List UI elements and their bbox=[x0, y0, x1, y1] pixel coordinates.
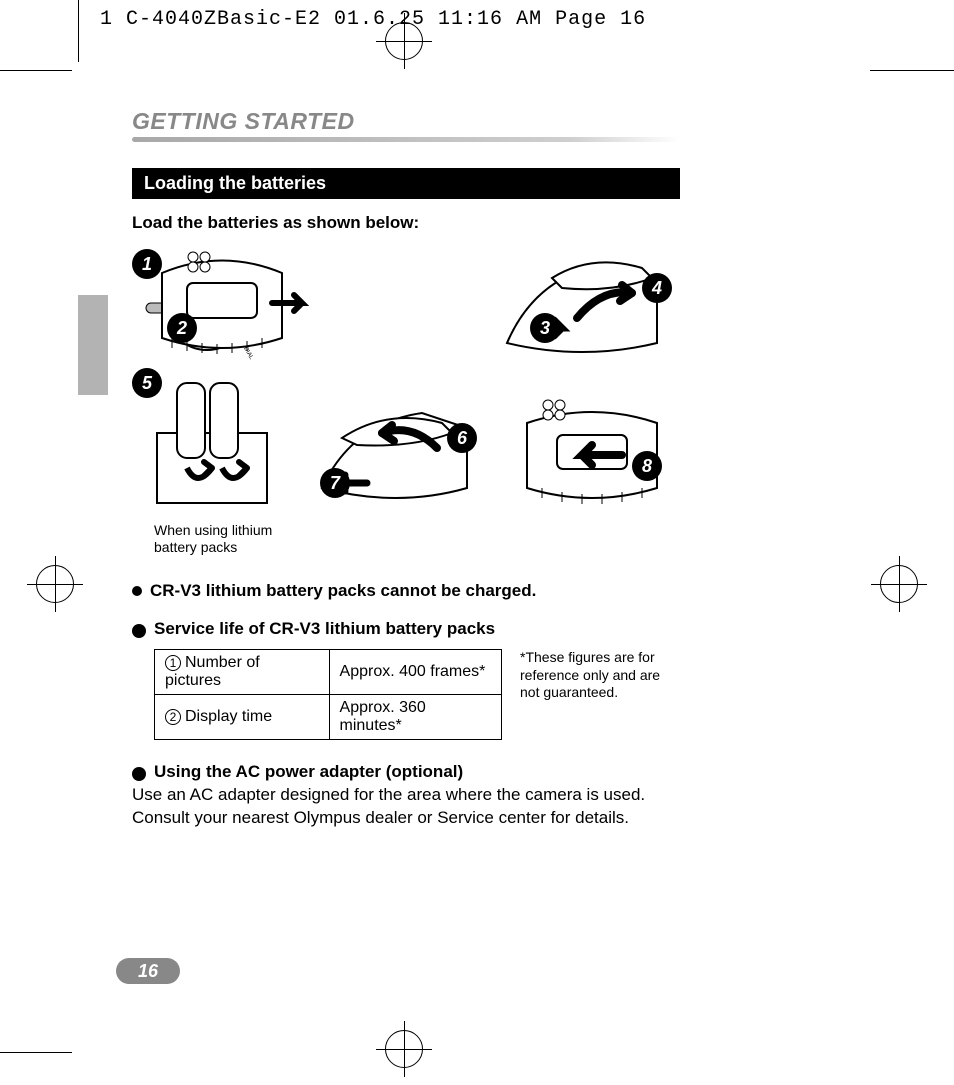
step-badge: 8 bbox=[632, 451, 662, 481]
crop-mark-icon bbox=[870, 70, 954, 71]
table-row-item: 2Display time Approx. 360 minutes* bbox=[155, 695, 502, 740]
table-row-item: 1Number of pictures Approx. 400 frames* bbox=[155, 650, 502, 695]
bullet-3-text: Using the AC power adapter (optional) bbox=[154, 762, 463, 782]
step-badge: 4 bbox=[642, 273, 672, 303]
circled-number: 2 bbox=[165, 709, 181, 725]
bullet-1-text: CR-V3 lithium battery packs cannot be ch… bbox=[150, 581, 536, 601]
step-badge: 3 bbox=[530, 313, 560, 343]
bullet-3: Using the AC power adapter (optional) bbox=[132, 762, 680, 782]
registration-mark-icon bbox=[880, 565, 918, 603]
table-footnote: *These figures are for reference only an… bbox=[520, 649, 680, 702]
table-row: 1Number of pictures Approx. 400 frames* … bbox=[132, 649, 680, 740]
subsection-bar: Loading the batteries bbox=[132, 168, 680, 199]
print-header: 1 C-4040ZBasic-E2 01.6.25 11:16 AM Page … bbox=[100, 8, 646, 31]
registration-mark-icon bbox=[385, 1030, 423, 1068]
step-badge: 2 bbox=[167, 313, 197, 343]
page: 1 C-4040ZBasic-E2 01.6.25 11:16 AM Page … bbox=[0, 0, 954, 1085]
page-number: 16 bbox=[116, 958, 180, 984]
registration-mark-icon bbox=[36, 565, 74, 603]
diagram-step-8: 8 bbox=[502, 393, 682, 513]
crop-mark-icon bbox=[78, 0, 79, 62]
bullet-2-text: Service life of CR-V3 lithium battery pa… bbox=[154, 619, 495, 639]
table-value: Approx. 360 minutes* bbox=[329, 695, 501, 740]
bullet-icon bbox=[132, 767, 146, 781]
step-badge: 5 bbox=[132, 368, 162, 398]
crop-mark-icon bbox=[0, 1052, 72, 1053]
registration-mark-icon bbox=[385, 22, 423, 60]
diagram-step-3-4: 3 4 bbox=[482, 243, 682, 363]
diagram-step-6-7: 6 7 bbox=[302, 393, 492, 513]
bullet-2: Service life of CR-V3 lithium battery pa… bbox=[132, 619, 680, 639]
table-value: Approx. 400 frames* bbox=[329, 650, 501, 695]
diagram-caption: When using lithium battery packs bbox=[154, 522, 284, 556]
section-rule bbox=[132, 137, 680, 142]
crop-mark-icon bbox=[0, 70, 72, 71]
section-title: GETTING STARTED bbox=[132, 108, 680, 135]
ac-paragraph: Use an AC adapter designed for the area … bbox=[132, 784, 680, 830]
circled-number: 1 bbox=[165, 655, 181, 671]
open-lid-icon bbox=[482, 243, 682, 363]
bullet-icon bbox=[132, 624, 146, 638]
diagram-step-5: 5 When using lithium battery packs bbox=[132, 368, 284, 556]
side-tab bbox=[78, 295, 108, 395]
step-badge: 6 bbox=[447, 423, 477, 453]
spec-table: 1Number of pictures Approx. 400 frames* … bbox=[154, 649, 502, 740]
lead-text: Load the batteries as shown below: bbox=[132, 213, 680, 233]
diagram-grid: OFF A/S/M MODE DIAL 1 bbox=[132, 243, 680, 523]
diagram-step-2: 2 bbox=[132, 243, 312, 363]
bullet-icon bbox=[132, 586, 142, 596]
content: GETTING STARTED Loading the batteries Lo… bbox=[132, 108, 680, 830]
table-label: Display time bbox=[185, 708, 272, 725]
bullet-1: CR-V3 lithium battery packs cannot be ch… bbox=[132, 581, 680, 601]
step-badge: 7 bbox=[320, 468, 350, 498]
battery-bay-icon bbox=[132, 243, 312, 363]
